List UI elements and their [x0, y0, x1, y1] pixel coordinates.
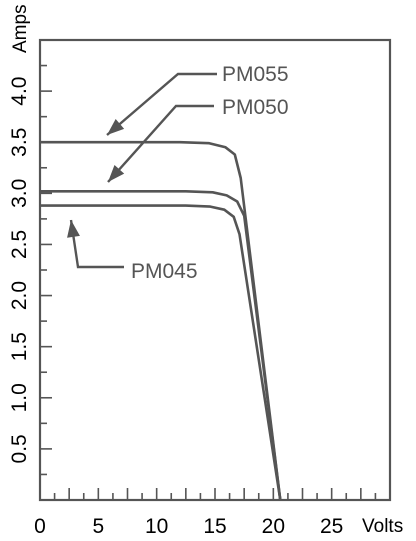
curve-pm045	[40, 204, 282, 501]
axes	[38, 38, 392, 502]
y-tick-label: 1.0	[8, 383, 31, 412]
series-labels: PM055 PM050 PM045	[67, 63, 289, 283]
x-axis-ticks: 0 5 10 15 20 25	[34, 488, 377, 538]
arrowhead-pm045	[67, 220, 80, 238]
x-tick-label: 0	[34, 515, 46, 538]
y-tick-label: 1.5	[8, 332, 31, 361]
leader-pm055	[106, 72, 217, 136]
y-tick-label: 2.0	[8, 281, 31, 310]
series-label-pm045: PM045	[131, 260, 198, 283]
plot-frame	[38, 38, 392, 502]
y-axis-ticks: 0.5 1.0 1.5 2.0 2.5 3.0 3.5 4.0	[8, 64, 52, 476]
series-label-pm055: PM055	[222, 63, 289, 86]
x-axis-label: Volts	[362, 516, 403, 537]
y-tick-label: 2.5	[8, 230, 31, 259]
arrowhead-pm050	[108, 164, 125, 182]
arrowhead-pm055	[107, 118, 125, 135]
curves	[40, 140, 282, 501]
curve-pm055	[40, 140, 282, 501]
leader-pm045	[69, 219, 124, 269]
x-tick-label: 15	[203, 515, 226, 538]
y-tick-label: 3.0	[8, 179, 31, 208]
y-tick-label: 0.5	[8, 434, 31, 463]
y-tick-label: 3.5	[8, 128, 31, 157]
curve-pm050	[40, 190, 282, 501]
y-tick-label: 4.0	[8, 77, 31, 106]
leader-pm050	[107, 104, 214, 183]
x-tick-label: 20	[262, 515, 285, 538]
x-tick-label: 10	[145, 515, 168, 538]
x-tick-label: 5	[92, 515, 104, 538]
series-label-pm050: PM050	[222, 96, 289, 119]
x-tick-label: 25	[320, 515, 343, 538]
y-axis-label: Amps	[10, 4, 31, 53]
